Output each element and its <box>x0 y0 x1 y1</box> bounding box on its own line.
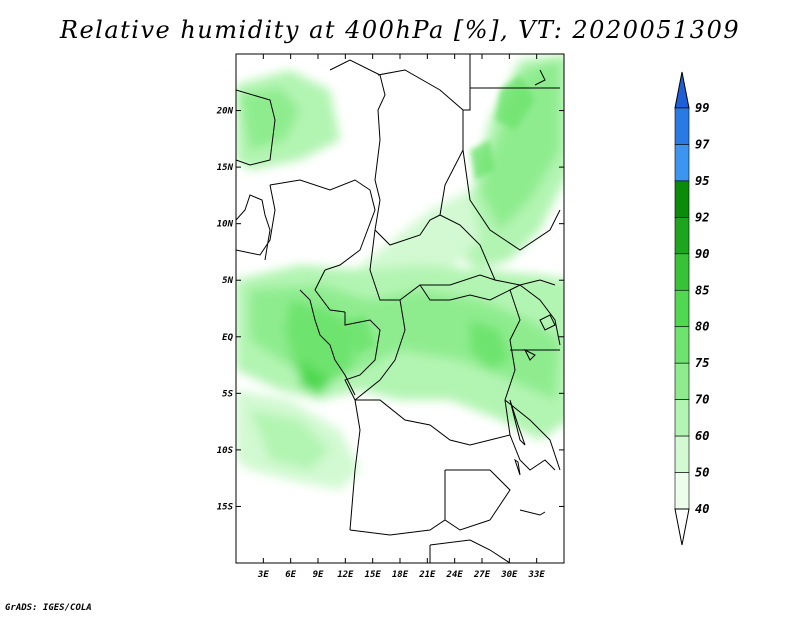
country-borders <box>236 54 561 563</box>
colorbar-segment <box>674 435 690 473</box>
lon-tick-label: 27E <box>473 570 491 580</box>
lat-tick-label: 5S <box>222 389 233 399</box>
colorbar-label: 80 <box>695 320 709 334</box>
colorbar-segment <box>674 289 690 328</box>
colorbar-segment <box>674 217 690 255</box>
humidity-field <box>236 54 564 563</box>
colorbar-label: 50 <box>695 466 709 480</box>
colorbar-segment <box>674 107 690 145</box>
longitude-axis: 3E 6E 9E 12E 15E 18E 21E 24E 27E 30E 33E <box>257 54 545 580</box>
colorbar-label: 92 <box>695 210 709 224</box>
colorbar-label: 90 <box>695 247 709 261</box>
map-title: Relative humidity at 400hPa [%], VT: 202… <box>59 16 741 44</box>
lon-tick-label: 30E <box>500 570 518 580</box>
colorbar-segment <box>674 326 690 364</box>
lon-tick-label: 9E <box>313 570 324 580</box>
colorbar-top-arrow <box>674 71 690 109</box>
colorbar-label: 97 <box>695 137 710 151</box>
lon-tick-label: 24E <box>446 570 464 580</box>
colorbar-label: 70 <box>695 393 709 407</box>
lon-tick-label: 33E <box>528 570 546 580</box>
lon-tick-label: 18E <box>392 570 409 580</box>
latitude-axis: 20N 15N 10N 5N EQ 5S 10S 15S <box>216 107 564 512</box>
colorbar-label: 95 <box>695 174 709 188</box>
lat-tick-label: 10S <box>217 446 234 456</box>
colorbar-segment <box>674 253 690 291</box>
colorbar: 99 97 95 92 90 85 80 75 70 60 50 40 <box>674 71 710 546</box>
colorbar-label: 75 <box>695 356 709 370</box>
lat-tick-label: 10N <box>217 220 234 230</box>
lat-tick-label: 5N <box>222 276 233 286</box>
lat-tick-label: EQ <box>222 333 233 343</box>
lat-tick-label: 15N <box>217 163 234 173</box>
lon-tick-label: 21E <box>418 570 436 580</box>
colorbar-segment <box>674 362 690 400</box>
lat-tick-label: 20N <box>216 107 234 117</box>
lat-tick-label: 15S <box>217 502 234 512</box>
lon-tick-label: 15E <box>365 570 382 580</box>
colorbar-segment <box>674 144 690 182</box>
colorbar-bottom-arrow <box>674 508 690 546</box>
colorbar-label: 99 <box>695 101 709 115</box>
credit-label: GrADS: IGES/COLA <box>5 603 92 613</box>
colorbar-label: 40 <box>695 502 709 516</box>
colorbar-segment <box>674 472 690 510</box>
lon-tick-label: 6E <box>285 570 296 580</box>
lon-tick-label: 12E <box>337 570 354 580</box>
colorbar-label: 85 <box>695 283 709 297</box>
colorbar-segment <box>674 180 690 218</box>
colorbar-segment <box>674 399 690 437</box>
colorbar-label: 60 <box>695 429 709 443</box>
lon-tick-label: 3E <box>257 570 269 580</box>
